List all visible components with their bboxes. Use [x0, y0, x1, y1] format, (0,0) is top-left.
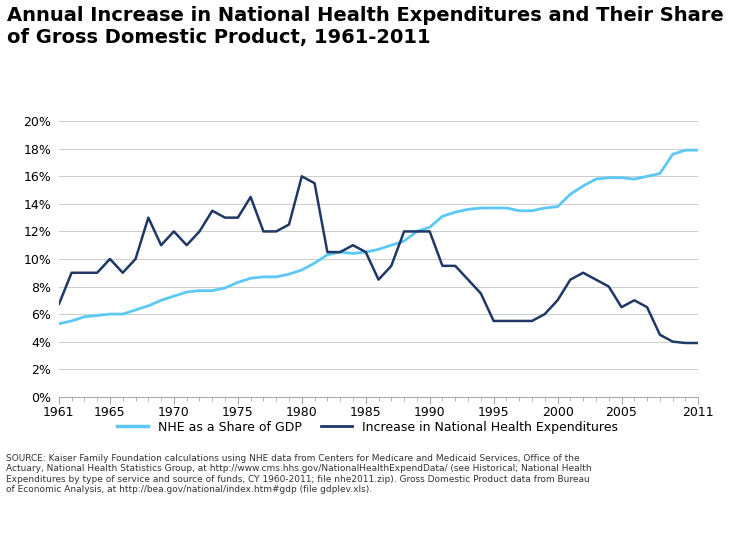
- Text: SOURCE: Kaiser Family Foundation calculations using NHE data from Centers for Me: SOURCE: Kaiser Family Foundation calcula…: [6, 454, 592, 494]
- Legend: NHE as a Share of GDP, Increase in National Health Expenditures: NHE as a Share of GDP, Increase in Natio…: [117, 420, 618, 434]
- Text: KAISER: KAISER: [636, 496, 687, 510]
- Text: Annual Increase in National Health Expenditures and Their Share
of Gross Domesti: Annual Increase in National Health Expen…: [7, 6, 724, 47]
- Text: FAMILY: FAMILY: [637, 512, 686, 525]
- Text: THE HENRY J.: THE HENRY J.: [636, 485, 687, 490]
- Text: FOUNDATION: FOUNDATION: [635, 531, 688, 537]
